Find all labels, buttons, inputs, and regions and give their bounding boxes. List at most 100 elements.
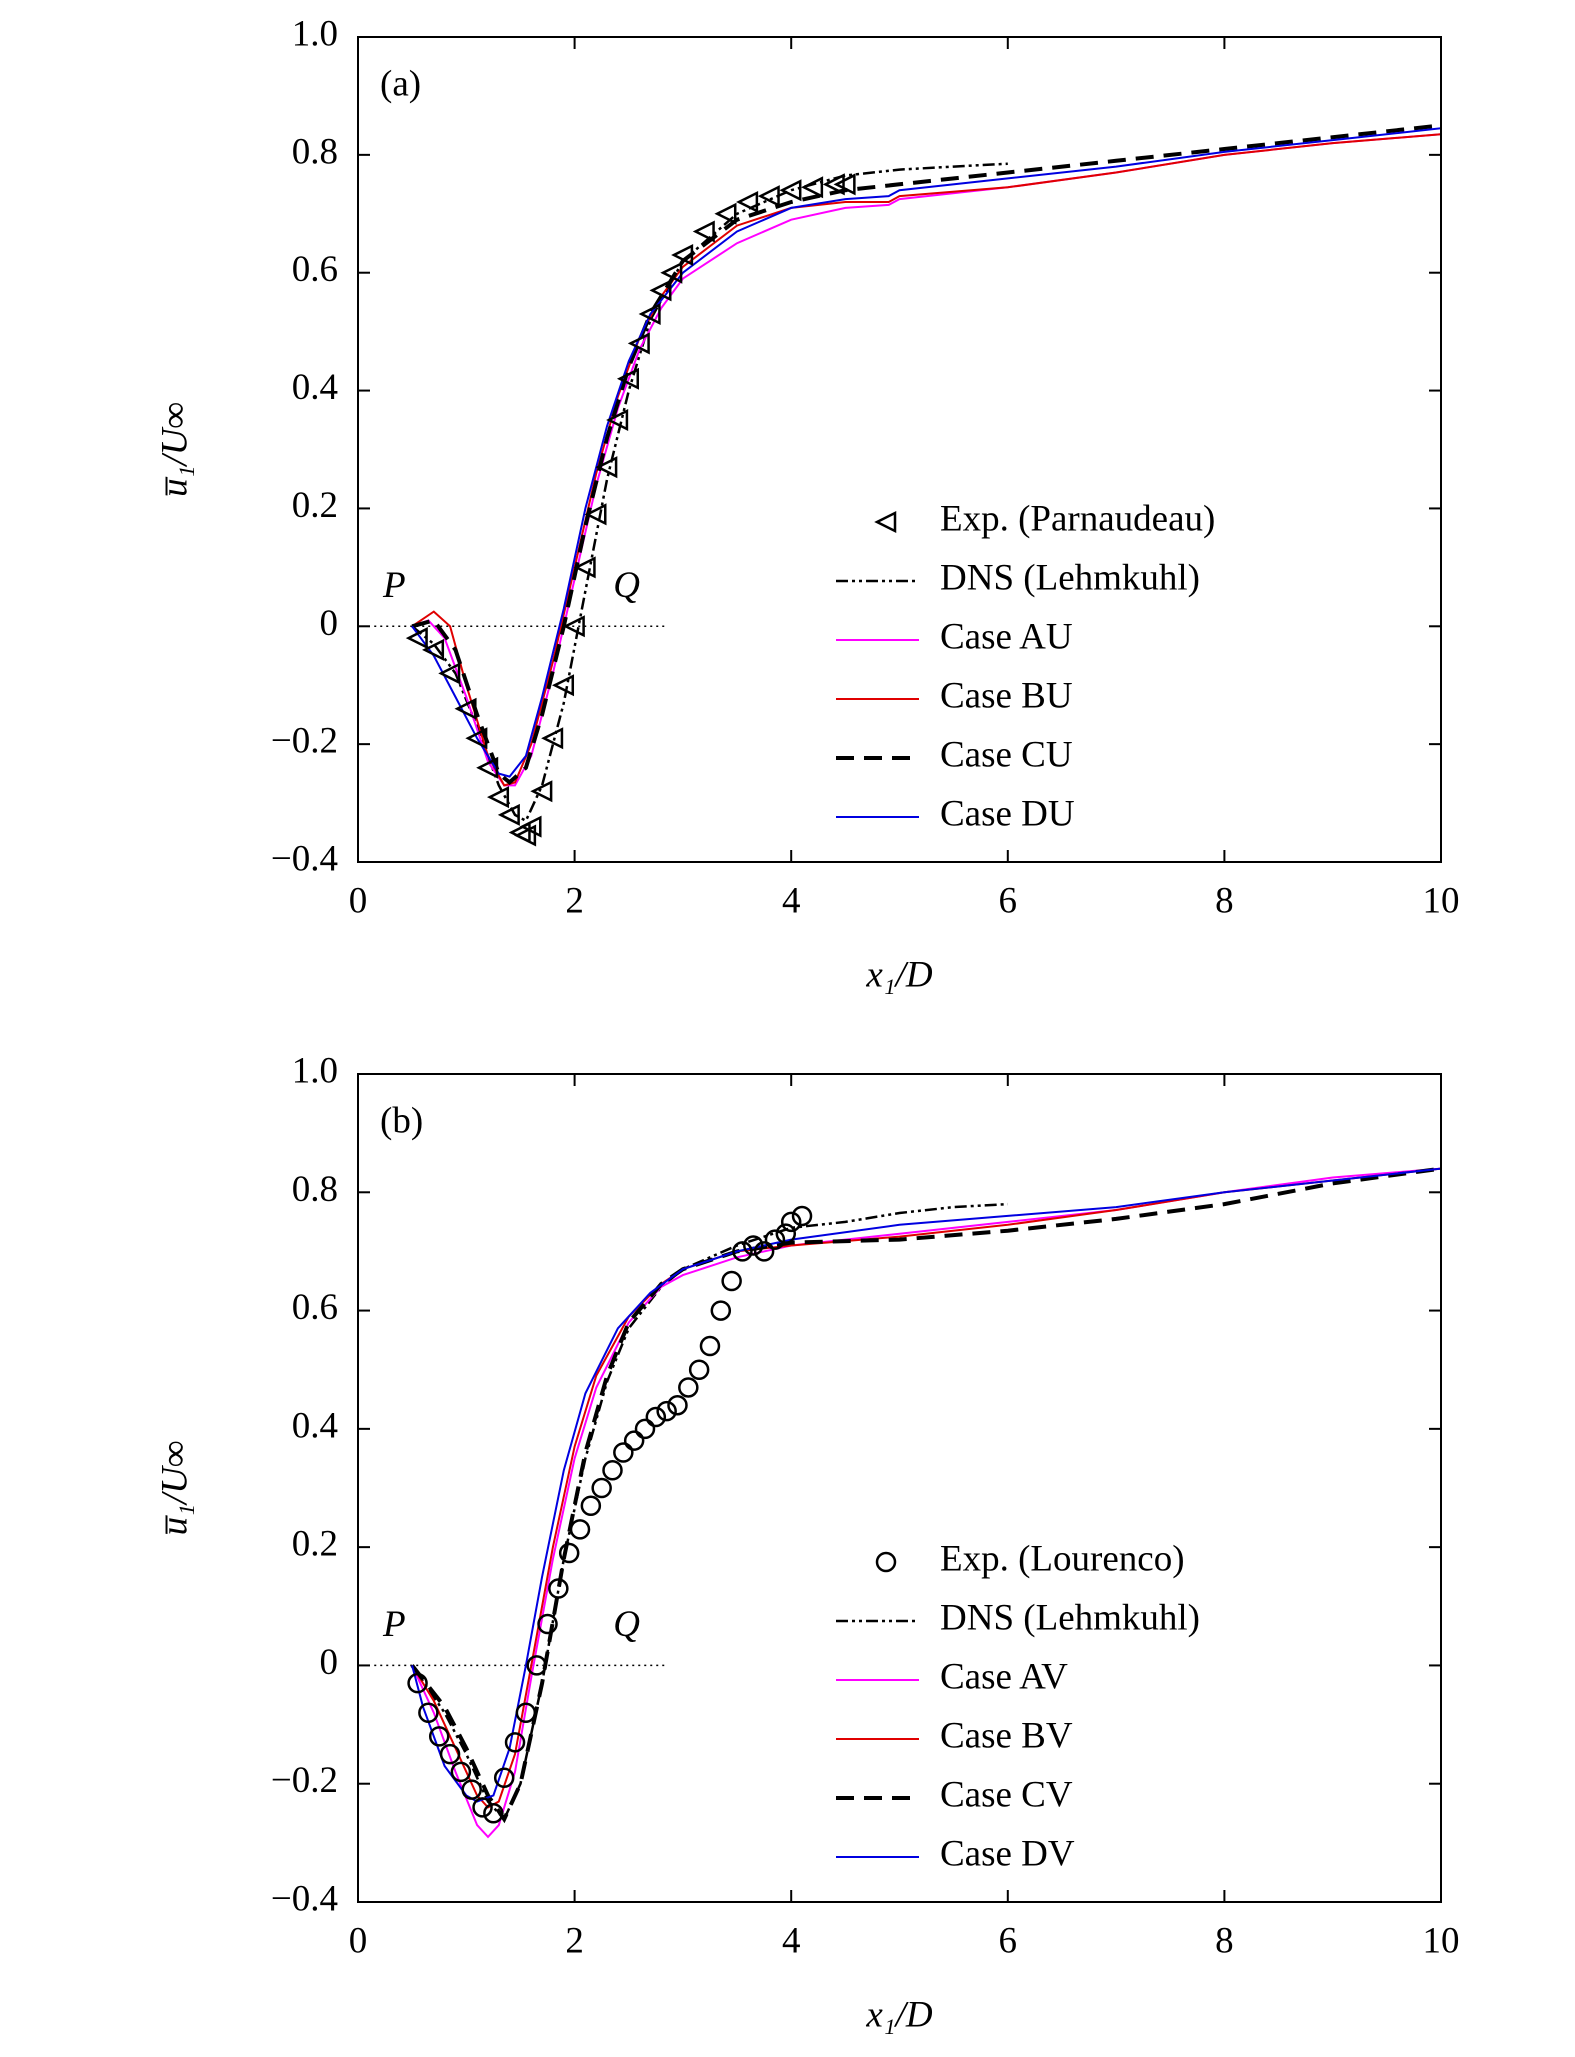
circle-marker bbox=[753, 1241, 775, 1262]
triangle-marker bbox=[757, 185, 780, 208]
x-tick-label: 6 bbox=[999, 880, 1018, 921]
triangle-marker bbox=[541, 727, 564, 750]
x-tick-label: 2 bbox=[565, 1920, 584, 1961]
panel-label: (b) bbox=[380, 1100, 423, 1141]
circle-marker bbox=[591, 1477, 612, 1499]
y-tick-label: −0.2 bbox=[271, 721, 338, 762]
triangle-marker bbox=[530, 780, 553, 803]
circle-marker bbox=[537, 1613, 558, 1635]
x-tick-label: 8 bbox=[1215, 1920, 1234, 1961]
panel: 0 2 4 6 8 10 −0.4 −0.2 0 0.2 0.4 0.6 0.8 1.0 (b) P Qx₁/D… bbox=[154, 1050, 1459, 2035]
series-line bbox=[411, 162, 1008, 823]
y-tick-label: 0.4 bbox=[292, 1405, 338, 1446]
triangle-marker bbox=[573, 556, 596, 579]
y-axis-label: u̅₁/U∞ bbox=[154, 402, 195, 497]
circle-marker bbox=[634, 1418, 656, 1440]
series-line bbox=[411, 123, 1441, 786]
x-tick-label: 0 bbox=[349, 1920, 368, 1961]
circle-marker bbox=[721, 1270, 742, 1292]
y-tick-label: 1.0 bbox=[292, 13, 338, 54]
triangle-marker bbox=[606, 409, 629, 432]
x-axis-label: x₁/D bbox=[865, 1994, 933, 2035]
triangle-marker bbox=[514, 824, 537, 847]
circle-marker bbox=[428, 1726, 450, 1747]
x-tick-label: 4 bbox=[782, 880, 801, 921]
circle-marker bbox=[418, 1702, 439, 1723]
series-line bbox=[411, 1167, 1441, 1839]
circle-marker bbox=[710, 1300, 732, 1321]
triangle-marker bbox=[562, 615, 585, 638]
y-tick-label: −0.4 bbox=[271, 838, 338, 879]
legend-label: Case CV bbox=[940, 1774, 1073, 1815]
legend-label: Exp. (Lourenco) bbox=[940, 1538, 1185, 1579]
circle-marker bbox=[623, 1430, 645, 1451]
triangle-marker bbox=[422, 638, 445, 661]
circle-marker bbox=[558, 1542, 580, 1564]
x-tick-label: 8 bbox=[1215, 880, 1234, 921]
plot-frame bbox=[357, 1073, 1442, 1903]
y-tick-label: −0.4 bbox=[271, 1878, 338, 1919]
x-tick-label: 6 bbox=[999, 1920, 1018, 1961]
y-axis-label: u̅₁/U∞ bbox=[154, 1441, 195, 1536]
x-tick-label: 10 bbox=[1423, 880, 1460, 921]
circle-marker bbox=[504, 1732, 526, 1753]
legend-label: Case AU bbox=[940, 616, 1073, 657]
triangle-marker bbox=[779, 179, 802, 202]
y-tick-label: 0.2 bbox=[292, 485, 338, 526]
triangle-marker bbox=[801, 176, 824, 199]
triangle-marker bbox=[616, 367, 639, 390]
legend-marker bbox=[874, 510, 897, 534]
circle-marker bbox=[548, 1578, 569, 1599]
circle-marker bbox=[526, 1655, 547, 1676]
series-line bbox=[411, 1167, 1441, 1809]
y-tick-label: −0.2 bbox=[271, 1760, 338, 1801]
circle-marker bbox=[483, 1803, 504, 1824]
legend-label: Case CU bbox=[940, 734, 1073, 775]
annotation: Q bbox=[613, 565, 640, 606]
circle-marker bbox=[613, 1442, 634, 1463]
x-axis-label: x₁/D bbox=[865, 954, 933, 995]
triangle-marker bbox=[497, 803, 520, 826]
circle-marker bbox=[407, 1672, 428, 1694]
circle-marker bbox=[472, 1797, 493, 1818]
legend-label: Exp. (Parnaudeau) bbox=[940, 498, 1215, 539]
triangle-marker bbox=[660, 261, 683, 284]
triangle-marker bbox=[551, 674, 575, 697]
x-tick-label: 10 bbox=[1423, 1920, 1460, 1961]
circle-marker bbox=[439, 1743, 461, 1765]
circle-marker bbox=[764, 1229, 786, 1250]
circle-marker bbox=[667, 1394, 688, 1416]
triangle-marker bbox=[692, 220, 715, 243]
circle-marker bbox=[791, 1205, 813, 1227]
circle-marker bbox=[743, 1235, 764, 1256]
circle-marker bbox=[461, 1779, 482, 1800]
legend-label: Case AV bbox=[940, 1656, 1068, 1697]
legend-label: Case DU bbox=[940, 793, 1075, 834]
triangle-marker bbox=[584, 503, 607, 526]
triangle-marker bbox=[638, 302, 661, 325]
annotation: P bbox=[382, 1604, 406, 1645]
legend-label: Case BV bbox=[940, 1715, 1073, 1756]
circle-marker bbox=[602, 1460, 623, 1481]
circle-marker bbox=[580, 1495, 602, 1516]
triangle-marker bbox=[736, 190, 759, 214]
panel-label: (a) bbox=[380, 63, 421, 104]
plot-frame bbox=[357, 36, 1442, 863]
triangle-marker bbox=[405, 627, 428, 650]
triangle-marker bbox=[833, 173, 856, 196]
series-line bbox=[411, 1202, 1008, 1822]
triangle-marker bbox=[486, 786, 510, 809]
triangle-marker bbox=[476, 756, 499, 779]
x-tick-label: 0 bbox=[349, 880, 368, 921]
legend-label: Case DV bbox=[940, 1833, 1075, 1874]
triangle-marker bbox=[649, 279, 672, 302]
y-tick-label: 0.8 bbox=[292, 1169, 338, 1210]
y-tick-label: 0 bbox=[320, 1642, 339, 1683]
annotation: P bbox=[382, 565, 406, 606]
legend-label: Case BU bbox=[940, 675, 1073, 716]
triangle-marker bbox=[627, 332, 650, 355]
circle-marker bbox=[515, 1702, 537, 1723]
x-tick-label: 4 bbox=[782, 1920, 801, 1961]
triangle-marker bbox=[454, 697, 477, 720]
